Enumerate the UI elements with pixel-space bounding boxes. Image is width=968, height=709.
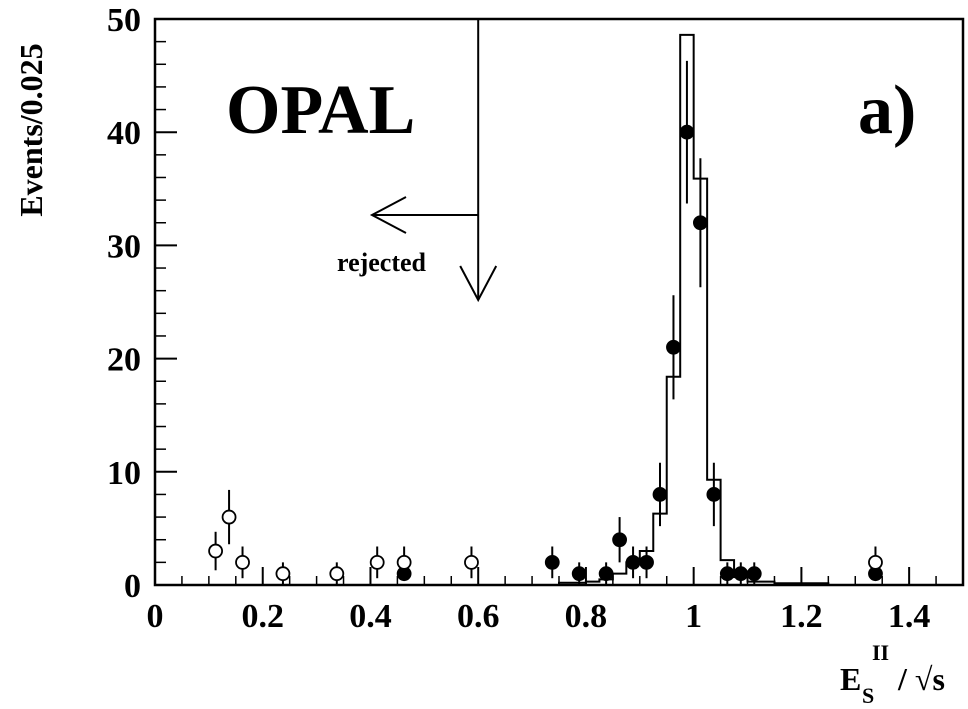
reject-arrow-head [369, 196, 407, 234]
x-tick-label: 1.2 [780, 598, 823, 635]
data-point-open [464, 554, 479, 570]
data-point-filled [719, 566, 735, 582]
mc-histogram [558, 33, 830, 585]
y-axis-title: Events/0.025 [13, 43, 49, 216]
y-tick-label: 20 [107, 342, 141, 379]
data-point-open [868, 554, 883, 570]
data-point-open [329, 566, 345, 582]
rejected-label: rejected [337, 248, 427, 277]
y-tick-label: 10 [107, 455, 141, 492]
data-point-filled [733, 566, 749, 582]
x-tick-label: 1 [685, 598, 702, 635]
data-point-filled [746, 566, 762, 582]
cut-annotation: rejected [337, 19, 498, 303]
data-point-open [208, 543, 224, 559]
x-tick-label: 1.4 [888, 598, 931, 635]
data-point-open [369, 554, 385, 570]
data-point-filled [544, 554, 560, 570]
panel-label: a) [858, 72, 916, 149]
data-point-filled [639, 554, 654, 570]
data-point-open [221, 509, 237, 525]
x-tick-label: 0.6 [457, 598, 500, 635]
axis-ticks [154, 18, 964, 586]
x-tick-label: 0.8 [565, 598, 608, 635]
y-tick-label: 0 [124, 568, 141, 605]
data-point-filled [666, 339, 681, 355]
y-tick-label: 50 [107, 2, 141, 39]
experiment-label: OPAL [226, 72, 415, 149]
data-point-filled [571, 566, 587, 582]
axis-tick-labels: 0 0.2 0.4 0.6 0.8 1 1.2 1.4 0 10 20 30 40 50 [107, 2, 930, 635]
x-tick-label: 0.2 [241, 598, 284, 635]
x-tick-label: 0.4 [349, 598, 392, 635]
x-axis-title-base: E [840, 661, 861, 697]
data-point-filled [679, 124, 695, 140]
data-point-filled [693, 215, 708, 231]
x-axis-title-rest: / √s [897, 661, 945, 697]
data-point-filled [612, 532, 627, 548]
data-point-open [275, 566, 291, 582]
data-point-filled [625, 554, 641, 570]
data-points [208, 60, 883, 585]
x-axis-title-sub: S [862, 683, 874, 708]
data-point-filled [706, 487, 722, 502]
data-point-filled [652, 487, 668, 502]
x-axis-title-sup: II [872, 640, 889, 665]
x-axis-title: E S II / √s [840, 640, 945, 708]
histogram-step [558, 33, 830, 585]
cut-arrow-down [459, 265, 498, 303]
x-tick-label: 0 [147, 598, 164, 635]
data-point-filled [598, 566, 614, 582]
data-point-open [235, 554, 250, 570]
y-tick-label: 40 [107, 115, 141, 152]
data-point-open [396, 554, 412, 570]
y-tick-label: 30 [107, 228, 141, 265]
